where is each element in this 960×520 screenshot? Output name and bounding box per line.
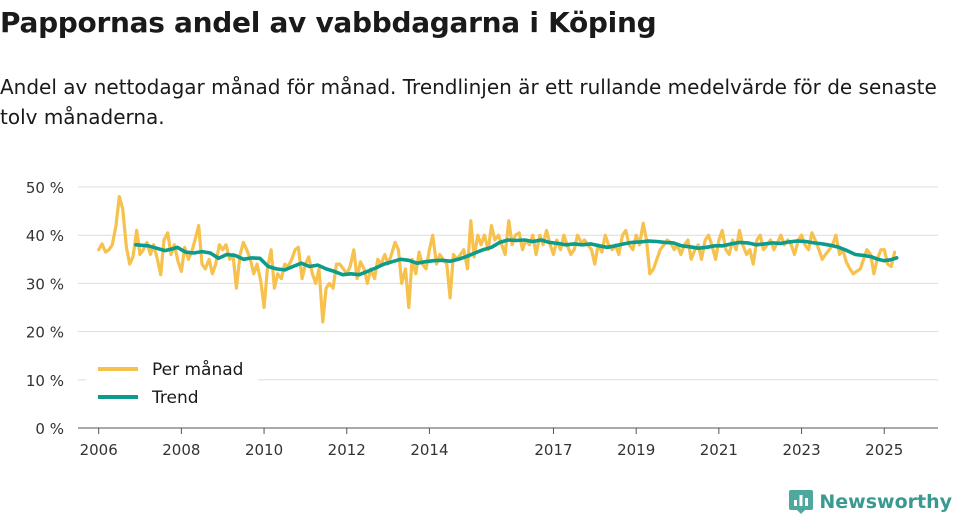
y-tick-label: 0 % <box>35 420 64 438</box>
legend-background <box>86 352 258 416</box>
x-tick-label: 2012 <box>328 441 366 459</box>
x-tick-label: 2023 <box>782 441 820 459</box>
bar-chart-icon <box>789 490 814 514</box>
x-tick-label: 2025 <box>865 441 903 459</box>
y-tick-label: 10 % <box>26 372 64 390</box>
chart-subtitle: Andel av nettodagar månad för månad. Tre… <box>0 75 937 129</box>
x-tick-label: 2008 <box>162 441 200 459</box>
brand-name: Newsworthy <box>819 491 952 513</box>
y-tick-label: 40 % <box>26 227 64 245</box>
trend-line <box>134 238 899 277</box>
x-tick-label: 2019 <box>617 441 655 459</box>
legend: Per månad Trend <box>86 352 258 416</box>
x-tick-label: 2006 <box>80 441 118 459</box>
y-tick-label: 50 % <box>26 179 64 197</box>
x-tick-label: 2017 <box>534 441 572 459</box>
legend-label: Per månad <box>152 359 243 380</box>
x-tick-label: 2021 <box>700 441 738 459</box>
line-chart: 0 % 10 % 20 % 30 % 40 % 50 % 2006 2008 2010 2012… <box>26 179 938 459</box>
y-tick-label: 30 % <box>26 275 64 293</box>
legend-label: Trend <box>151 388 199 408</box>
x-tick-label: 2010 <box>245 441 283 459</box>
chart-title: Pappornas andel av vabbdagarna i Köping <box>0 6 657 39</box>
y-axis-tick-labels: 0 % 10 % 20 % 30 % 40 % 50 % <box>26 179 64 438</box>
series-lines <box>97 195 899 324</box>
y-tick-label: 20 % <box>26 324 64 342</box>
x-tick-label: 2014 <box>410 441 448 459</box>
x-axis-tick-labels: 2006 2008 2010 2012 2014 2017 2019 2021 2023 2025 <box>80 428 903 459</box>
brand-logo: Newsworthy <box>789 488 952 516</box>
